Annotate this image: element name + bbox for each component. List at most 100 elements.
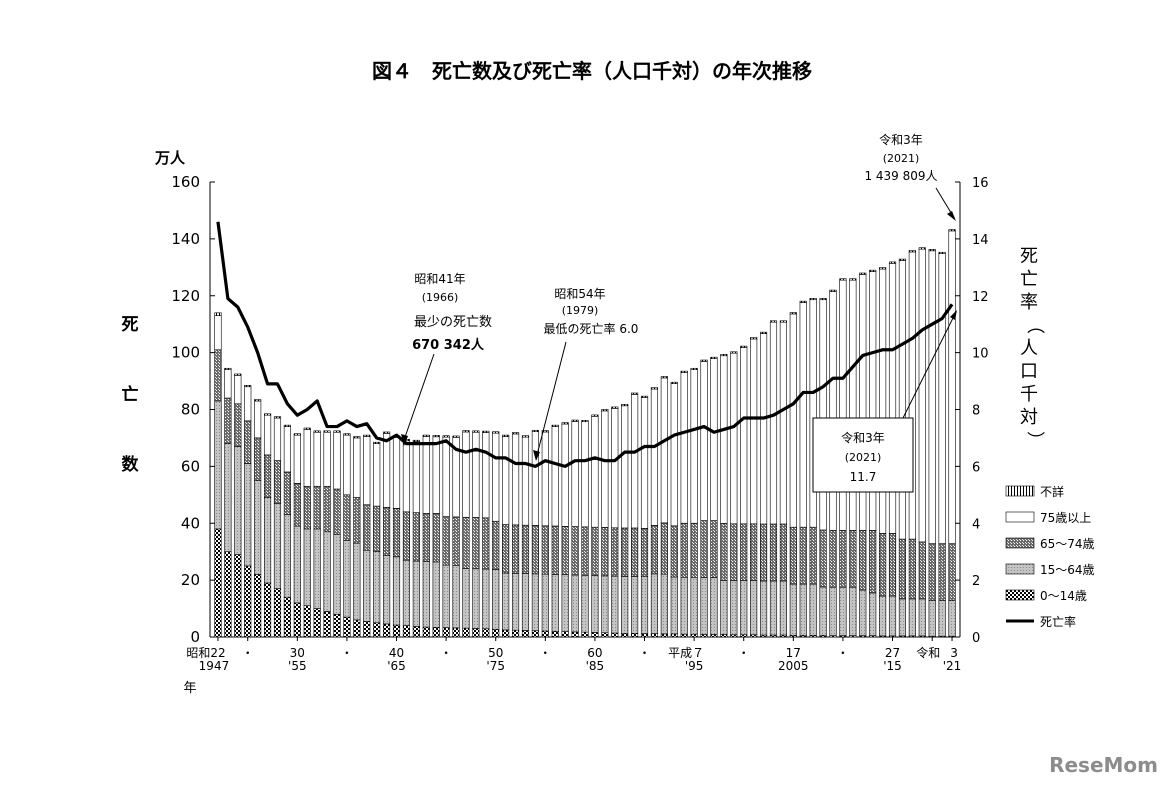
bar-segment-3 — [869, 530, 877, 594]
x-tick-year-label: '65 — [387, 659, 406, 673]
bar-segment-2 — [551, 574, 559, 632]
left-axis-title-char: 亡 — [122, 384, 139, 405]
x-tick-year-label: '95 — [685, 659, 704, 673]
bar-segment-5 — [640, 395, 649, 398]
legend-label: 65～74歳 — [1040, 537, 1095, 551]
bar-segment-2 — [541, 573, 549, 632]
annotations: 昭和41年 (1966) 最少の死亡数 670 342人 昭和54年 (1979) 最低の死… — [401, 132, 957, 493]
bar-segment-5 — [700, 359, 708, 362]
bar-segment-3 — [462, 516, 470, 569]
bar-segment-4 — [333, 431, 341, 490]
bar-segment-4 — [690, 369, 698, 524]
bar-segment-4 — [561, 423, 569, 527]
bar-segment-2 — [412, 560, 420, 627]
bar-segment-5 — [740, 345, 748, 348]
right-axis-title-char: 口 — [1020, 361, 1038, 382]
bar-segment-1 — [343, 616, 351, 638]
bar-segment-1 — [750, 634, 758, 638]
bar-segment-2 — [363, 549, 371, 622]
bar-segment-3 — [442, 516, 450, 566]
bar-segment-5 — [323, 430, 331, 433]
bar-segment-5 — [769, 320, 778, 323]
annotation-1979-arrow — [536, 341, 567, 456]
bar-segment-1 — [363, 621, 371, 638]
bar-segment-5 — [234, 373, 242, 376]
bar-segment-4 — [730, 352, 738, 525]
bar-segment-5 — [254, 399, 262, 402]
bar-segment-1 — [224, 551, 232, 638]
bar-segment-5 — [670, 381, 678, 384]
bar-segment-3 — [660, 522, 668, 575]
bar-segment-2 — [710, 577, 718, 635]
bar-segment-2 — [859, 589, 867, 636]
right-tick-label: 2 — [972, 574, 980, 589]
bar-segment-2 — [640, 576, 649, 634]
bar-segment-1 — [303, 605, 311, 638]
x-tick-era-label: ・ — [738, 646, 750, 660]
bar-segment-3 — [402, 511, 411, 561]
bar-segment-2 — [948, 600, 956, 637]
bar-segment-2 — [690, 576, 698, 635]
bar-segment-5 — [720, 354, 728, 357]
bar-segment-4 — [263, 414, 272, 456]
bar-segment-4 — [502, 436, 510, 525]
bar-segment-2 — [531, 573, 539, 632]
bar-segment-1 — [611, 632, 619, 638]
bar-segment-4 — [928, 250, 936, 545]
bar-segment-1 — [730, 634, 738, 638]
x-tick-era-label: ・ — [341, 646, 353, 660]
bar-segment-5 — [502, 434, 510, 437]
right-tick-label: 0 — [972, 631, 980, 646]
legend-label: 0～14歳 — [1040, 589, 1087, 603]
right-tick-label: 8 — [972, 404, 980, 419]
bar-segment-2 — [472, 568, 480, 629]
bar-segment-4 — [769, 321, 778, 525]
legend-swatch — [1005, 511, 1035, 523]
bar-segment-3 — [650, 525, 659, 575]
bar-segment-5 — [472, 430, 480, 433]
death-rate-line-group — [216, 221, 954, 468]
bar-segment-5 — [541, 430, 549, 433]
bar-segment-2 — [422, 561, 430, 628]
x-tick-era-label: ・ — [539, 646, 551, 660]
right-axis-title-char: （ — [1024, 316, 1045, 334]
bar-segment-1 — [640, 633, 649, 638]
bar-segment-4 — [948, 230, 956, 545]
bar-segment-4 — [700, 361, 708, 521]
bar-segment-5 — [452, 435, 460, 438]
bar-segment-4 — [541, 431, 549, 527]
bar-segment-3 — [859, 530, 867, 591]
bar-segment-4 — [254, 400, 262, 439]
annotation-2021-count-arrowhead — [947, 211, 956, 221]
bar-segment-4 — [680, 372, 688, 524]
bar-segment-3 — [363, 504, 371, 551]
annotation-2021-rate-year: (2021) — [845, 451, 882, 464]
bar-segment-5 — [819, 298, 827, 301]
bar-segment-3 — [700, 520, 708, 578]
bar-segment-3 — [343, 494, 351, 541]
bar-segment-4 — [472, 431, 480, 518]
bar-segment-4 — [759, 333, 768, 525]
bar-segment-2 — [273, 503, 282, 589]
bar-segment-1 — [244, 565, 252, 638]
bar-segment-3 — [521, 524, 530, 574]
bar-segment-2 — [898, 598, 907, 637]
annotation-1966-year: (1966) — [422, 291, 459, 304]
bar-segment-3 — [631, 527, 639, 577]
left-axis-title-char: 死 — [122, 315, 139, 335]
bar-segment-3 — [809, 526, 817, 585]
bar-segment-5 — [293, 433, 301, 436]
bar-segment-5 — [492, 431, 500, 434]
bar-segment-3 — [621, 527, 629, 577]
bar-segment-5 — [373, 441, 381, 444]
x-tick-year-label: '55 — [288, 659, 307, 673]
bar-segment-1 — [234, 554, 242, 638]
bar-segment-4 — [343, 434, 351, 496]
bar-segment-1 — [214, 528, 222, 638]
bar-segment-1 — [472, 628, 480, 638]
bar-segment-2 — [462, 568, 470, 629]
bar-segment-4 — [750, 338, 758, 525]
legend-swatch — [1005, 485, 1035, 497]
bar-segment-2 — [611, 575, 619, 634]
